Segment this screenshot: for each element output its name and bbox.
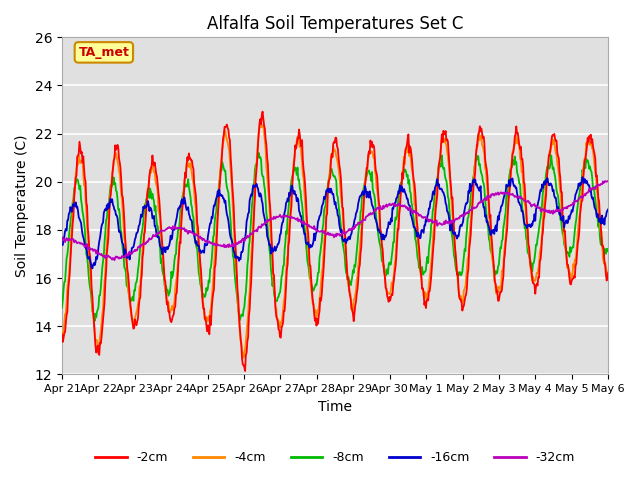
Text: TA_met: TA_met: [79, 46, 129, 59]
Title: Alfalfa Soil Temperatures Set C: Alfalfa Soil Temperatures Set C: [207, 15, 463, 33]
Y-axis label: Soil Temperature (C): Soil Temperature (C): [15, 134, 29, 277]
X-axis label: Time: Time: [318, 400, 352, 414]
Legend: -2cm, -4cm, -8cm, -16cm, -32cm: -2cm, -4cm, -8cm, -16cm, -32cm: [90, 446, 580, 469]
